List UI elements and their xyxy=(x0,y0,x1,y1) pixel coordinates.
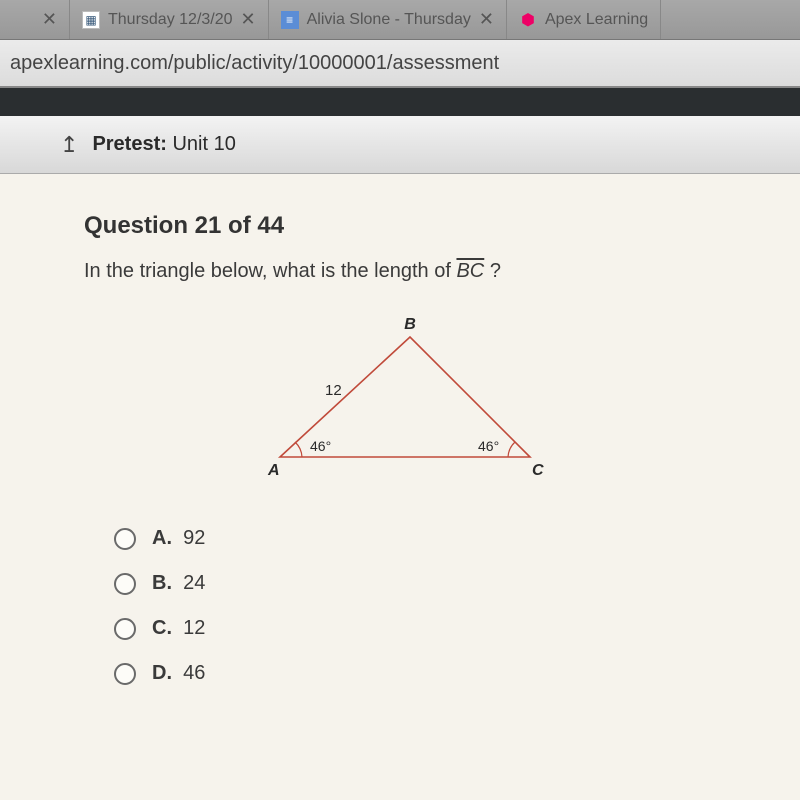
page-title: Pretest: Unit 10 xyxy=(92,133,235,156)
radio-icon[interactable] xyxy=(114,573,136,595)
browser-tab[interactable]: ≡ Alivia Slone - Thursday ✕ xyxy=(269,0,507,39)
option-letter: D. xyxy=(152,662,172,684)
question-text-prefix: In the triangle below, what is the lengt… xyxy=(84,260,456,282)
question-number: Question 21 of 44 xyxy=(84,212,716,240)
browser-tabs-bar: ✕ ▦ Thursday 12/3/20 ✕ ≡ Alivia Slone - … xyxy=(0,0,800,40)
tab-title: Apex Learning xyxy=(545,11,648,29)
answer-option[interactable]: B. 24 xyxy=(114,572,716,595)
question-text: In the triangle below, what is the lengt… xyxy=(84,260,716,283)
url-text: apexlearning.com/public/activity/1000000… xyxy=(10,52,499,75)
close-icon[interactable]: ✕ xyxy=(241,9,256,30)
browser-tab[interactable]: ▦ Thursday 12/3/20 ✕ xyxy=(70,0,269,39)
radio-icon[interactable] xyxy=(114,663,136,685)
browser-tab[interactable]: ✕ xyxy=(0,0,70,39)
close-icon[interactable]: ✕ xyxy=(42,9,57,30)
angle-arc-c xyxy=(508,442,515,457)
page-header: ↥ Pretest: Unit 10 xyxy=(0,116,800,174)
answer-option[interactable]: A. 92 xyxy=(114,527,716,550)
page-title-prefix: Pretest: xyxy=(92,133,166,155)
back-icon[interactable]: ↥ xyxy=(60,132,78,158)
content-area: Question 21 of 44 In the triangle below,… xyxy=(0,174,800,800)
question-text-suffix: ? xyxy=(484,260,501,282)
close-icon[interactable]: ✕ xyxy=(479,9,494,30)
window-gap xyxy=(0,88,800,116)
angle-arc-a xyxy=(295,442,302,457)
radio-icon[interactable] xyxy=(114,618,136,640)
answer-option[interactable]: C. 12 xyxy=(114,617,716,640)
angle-a-label: 46° xyxy=(310,438,331,454)
answer-option[interactable]: D. 46 xyxy=(114,662,716,685)
vertex-c-label: C xyxy=(532,462,544,479)
option-value: 24 xyxy=(183,572,205,594)
triangle-diagram: B A C 12 46° 46° xyxy=(84,307,716,487)
vertex-b-label: B xyxy=(404,316,416,333)
page-title-rest: Unit 10 xyxy=(172,133,235,155)
option-value: 12 xyxy=(183,617,205,639)
answer-options: A. 92 B. 24 C. 12 D. 46 xyxy=(114,527,716,685)
side-ab-length: 12 xyxy=(325,382,342,399)
tab-title: Thursday 12/3/20 xyxy=(108,11,233,29)
option-letter: B. xyxy=(152,572,172,594)
segment-notation: BC xyxy=(456,260,484,282)
option-letter: A. xyxy=(152,527,172,549)
url-bar[interactable]: apexlearning.com/public/activity/1000000… xyxy=(0,40,800,88)
browser-tab[interactable]: ⬢ Apex Learning xyxy=(507,0,661,39)
angle-c-label: 46° xyxy=(478,438,499,454)
option-value: 92 xyxy=(183,527,205,549)
option-letter: C. xyxy=(152,617,172,639)
radio-icon[interactable] xyxy=(114,528,136,550)
tab-title: Alivia Slone - Thursday xyxy=(307,11,471,29)
tab-favicon: ▦ xyxy=(82,11,100,29)
vertex-a-label: A xyxy=(267,462,280,479)
option-value: 46 xyxy=(183,662,205,684)
tab-favicon: ⬢ xyxy=(519,11,537,29)
tab-favicon: ≡ xyxy=(281,11,299,29)
